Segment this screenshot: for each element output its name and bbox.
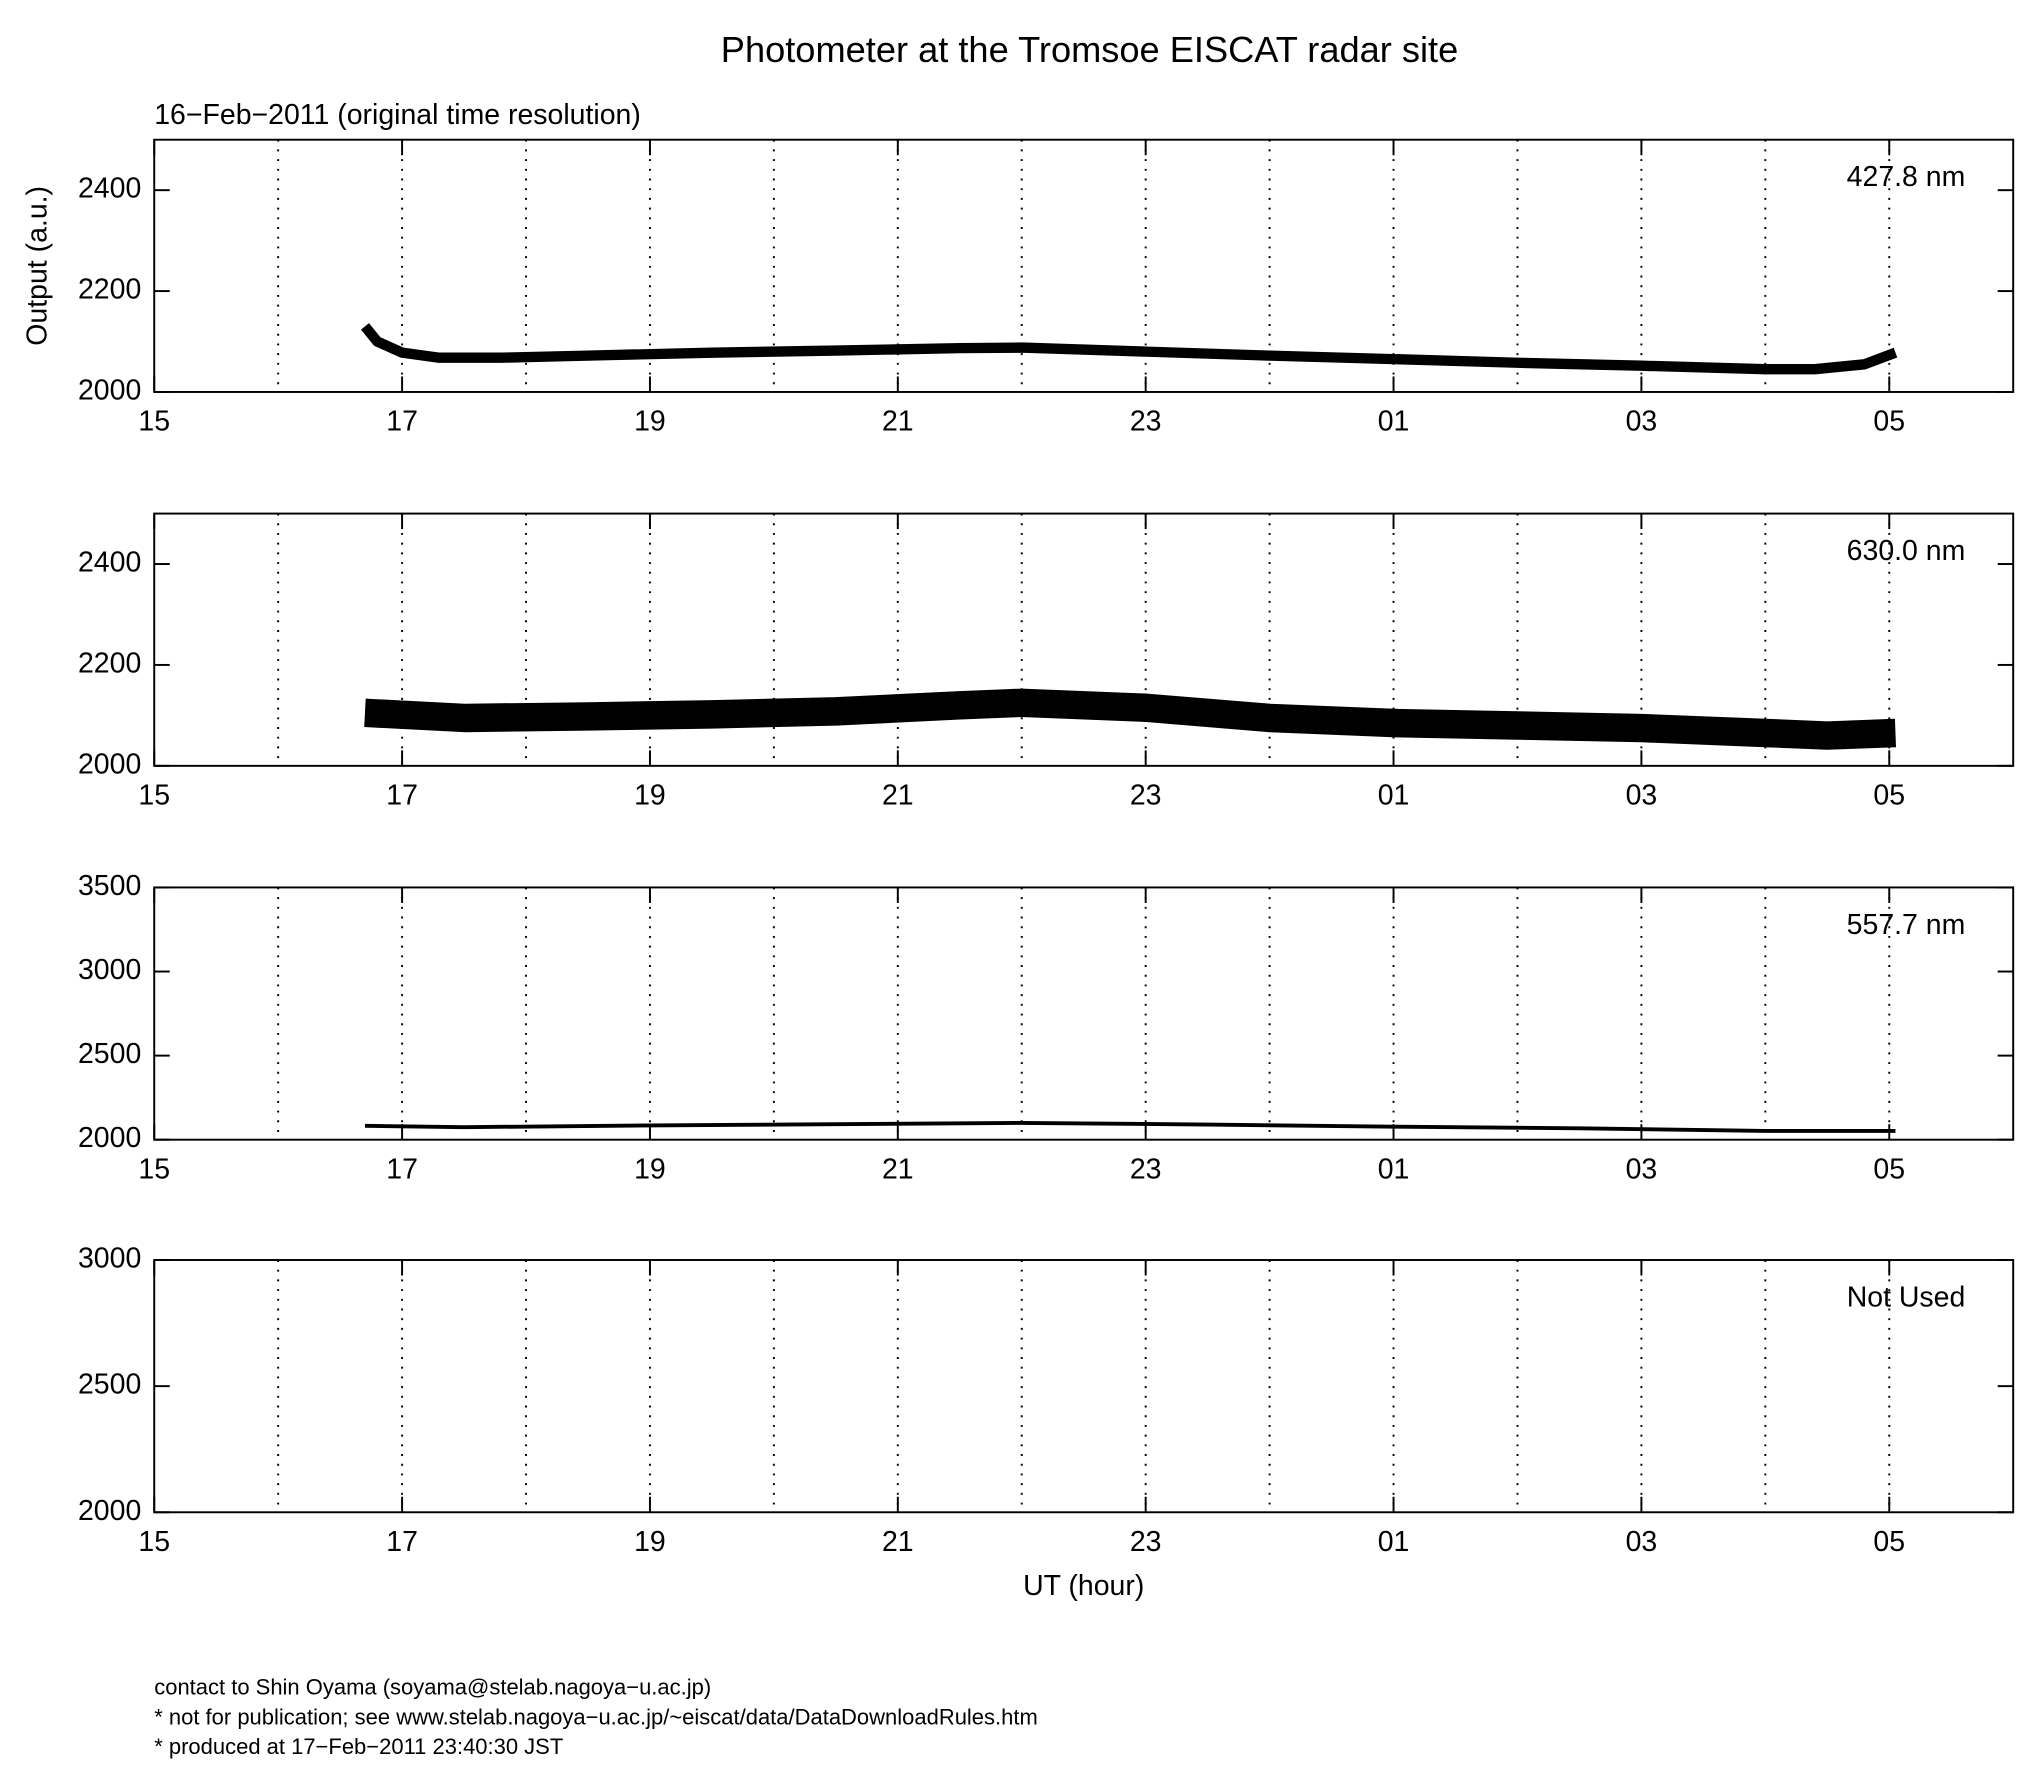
y-tick-label: 2500	[78, 1369, 141, 1401]
x-tick-label: 17	[386, 406, 418, 438]
y-tick-label: 2200	[78, 647, 141, 679]
plot-frame	[153, 1259, 2015, 1514]
annotation: 557.7 nm	[1847, 909, 1966, 941]
x-tick-label: 19	[634, 1153, 666, 1185]
footer-line: contact to Shin Oyama (soyama@stelab.nag…	[154, 1675, 711, 1700]
x-tick-label: 17	[386, 779, 418, 811]
y-tick-label: 2400	[78, 547, 141, 579]
annotation: 427.8 nm	[1847, 161, 1966, 193]
y-tick-label: 2000	[78, 748, 141, 780]
y-tick-label: 3000	[78, 1243, 141, 1275]
x-tick-label: 19	[634, 779, 666, 811]
x-tick-label: 21	[882, 1153, 914, 1185]
data-line	[364, 1120, 1896, 1133]
y-tick-label: 2500	[78, 1038, 141, 1070]
x-tick-label: 23	[1130, 1153, 1162, 1185]
data-line	[360, 323, 1898, 375]
y-axis-label: Output (a.u.)	[22, 186, 54, 346]
footer-line: * produced at 17−Feb−2011 23:40:30 JST	[154, 1734, 563, 1759]
y-tick-label: 2200	[78, 274, 141, 306]
y-tick-label: 2400	[78, 173, 141, 205]
y-tick-label: 3000	[78, 954, 141, 986]
x-tick-label: 03	[1626, 1526, 1658, 1558]
plot-frame	[153, 886, 2015, 1141]
x-tick-label: 05	[1873, 779, 1905, 811]
y-tick-label: 3500	[78, 870, 141, 902]
x-tick-label: 01	[1378, 779, 1410, 811]
x-tick-label: 23	[1130, 1526, 1162, 1558]
plot-frame	[153, 138, 2015, 393]
x-tick-label: 23	[1130, 779, 1162, 811]
x-tick-label: 03	[1626, 779, 1658, 811]
x-tick-label: 15	[138, 406, 170, 438]
x-tick-label: 19	[634, 406, 666, 438]
y-tick-label: 2000	[78, 1495, 141, 1527]
x-tick-label: 15	[138, 1153, 170, 1185]
y-tick-label: 2000	[78, 1122, 141, 1154]
x-tick-label: 19	[634, 1526, 666, 1558]
x-tick-label: 17	[386, 1153, 418, 1185]
footer-line: * not for publication; see www.stelab.na…	[154, 1704, 1038, 1729]
y-tick-label: 2000	[78, 374, 141, 406]
x-tick-label: 17	[386, 1526, 418, 1558]
x-tick-label: 01	[1378, 406, 1410, 438]
x-tick-label: 05	[1873, 1526, 1905, 1558]
x-axis-label: UT (hour)	[1023, 1570, 1144, 1602]
plot-frame	[153, 512, 2015, 767]
x-tick-label: 15	[138, 1526, 170, 1558]
annotation: Not Used	[1847, 1281, 1966, 1313]
x-tick-label: 23	[1130, 406, 1162, 438]
data-line	[364, 688, 1897, 750]
x-tick-label: 21	[882, 406, 914, 438]
x-tick-label: 05	[1873, 406, 1905, 438]
annotation: 630.0 nm	[1847, 535, 1966, 567]
x-tick-label: 05	[1873, 1153, 1905, 1185]
x-tick-label: 01	[1378, 1153, 1410, 1185]
x-tick-label: 21	[882, 779, 914, 811]
x-tick-label: 03	[1626, 1153, 1658, 1185]
x-tick-label: 01	[1378, 1526, 1410, 1558]
subtitle: 16−Feb−2011 (original time resolution)	[154, 99, 641, 131]
title: Photometer at the Tromsoe EISCAT radar s…	[721, 29, 1458, 70]
x-tick-label: 21	[882, 1526, 914, 1558]
x-tick-label: 03	[1626, 406, 1658, 438]
x-tick-label: 15	[138, 779, 170, 811]
